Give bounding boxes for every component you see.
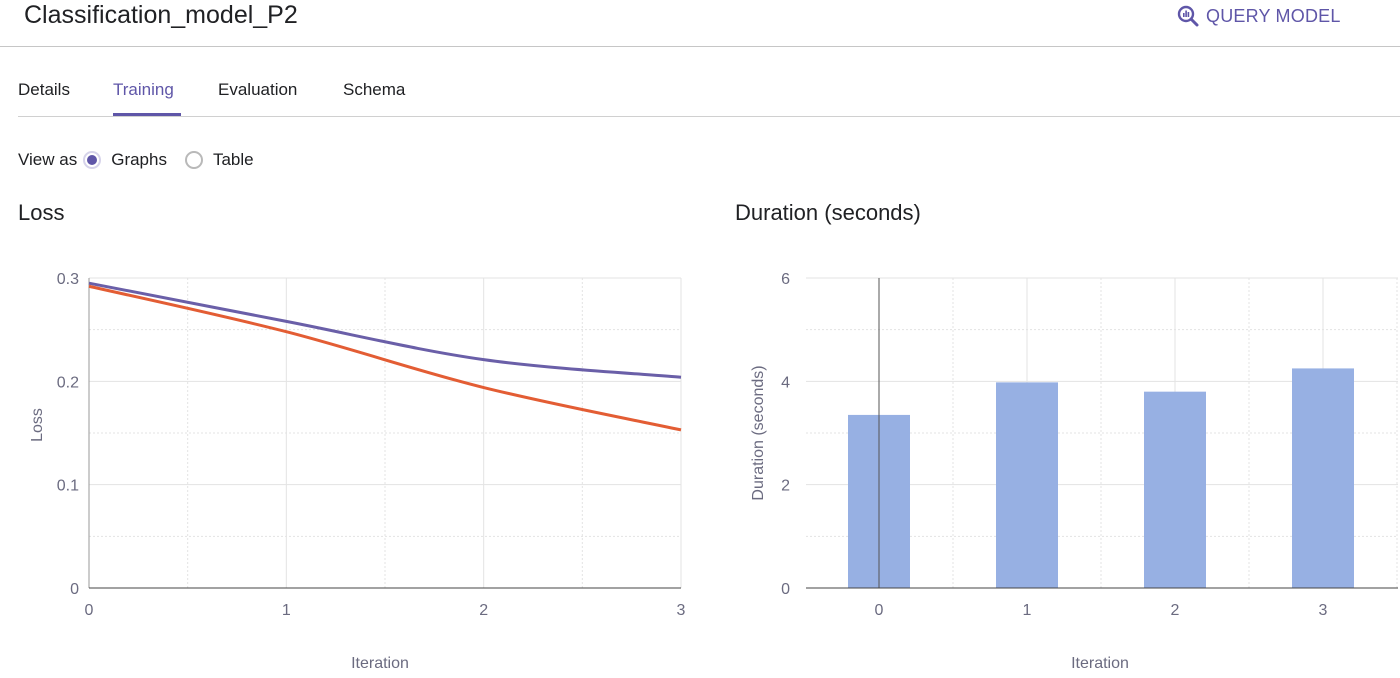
graphs-label: Graphs (111, 150, 167, 169)
loss-y-tick-label: 0.3 (57, 271, 79, 288)
duration-x-tick-label: 0 (875, 602, 884, 619)
query-model-label: QUERY MODEL (1206, 5, 1341, 26)
page-header: Classification_model_P2 QUERY MODEL (0, 0, 1400, 47)
loss-y-tick-label: 0.2 (57, 374, 79, 391)
tab-schema[interactable]: Schema (343, 80, 406, 99)
loss-y-tick-label: 0.1 (57, 478, 79, 495)
duration-chart-title: Duration (seconds) (735, 200, 921, 225)
duration-bar (996, 382, 1058, 588)
view-as-label: View as (18, 150, 78, 169)
duration-y-tick-label: 6 (781, 271, 790, 288)
view-option-graphs[interactable]: Graphs (83, 150, 167, 170)
loss-x-tick-label: 0 (85, 602, 94, 619)
loss-y-axis-label: Loss (29, 408, 46, 442)
duration-chart: 0 2 4 6 0 1 2 3 Iteration Duration (seconds) (750, 271, 1398, 672)
view-as-group: View as Graphs Table (18, 147, 254, 173)
loss-x-tick-label: 1 (282, 602, 291, 619)
duration-bar (1144, 391, 1206, 588)
tab-bar: Details Training Evaluation Schema (18, 66, 1400, 117)
tab-evaluation[interactable]: Evaluation (218, 80, 298, 99)
loss-y-tick-label: 0 (70, 581, 79, 598)
duration-y-axis-label: Duration (seconds) (750, 365, 767, 500)
duration-x-tick-label: 3 (1319, 602, 1328, 619)
query-model-button[interactable]: QUERY MODEL (1176, 2, 1341, 30)
duration-y-tick-label: 0 (781, 581, 790, 598)
loss-series-line-2 (88, 284, 682, 432)
duration-y-tick-label: 4 (781, 374, 790, 391)
active-tab-indicator (113, 113, 181, 116)
tab-training[interactable]: Training (113, 80, 174, 99)
tab-details[interactable]: Details (18, 80, 70, 99)
duration-x-tick-label: 1 (1023, 602, 1032, 619)
model-title: Classification_model_P2 (24, 1, 298, 29)
loss-series-line-1 (88, 281, 682, 379)
table-radio[interactable] (184, 151, 203, 169)
graphs-radio[interactable] (83, 151, 102, 169)
table-label: Table (212, 150, 254, 169)
duration-bar (1292, 368, 1354, 588)
loss-chart: 0 0.1 0.2 0.3 0 1 2 3 Iteration Loss (29, 271, 686, 672)
query-search-icon (1176, 4, 1200, 28)
view-option-table[interactable]: Table (184, 150, 254, 170)
loss-x-tick-label: 2 (479, 602, 488, 619)
duration-x-tick-label: 2 (1171, 602, 1180, 619)
loss-x-axis-label: Iteration (351, 655, 409, 672)
duration-x-axis-label: Iteration (1071, 655, 1129, 672)
loss-chart-title: Loss (18, 200, 65, 225)
duration-y-tick-label: 2 (781, 478, 790, 495)
loss-x-tick-label: 3 (677, 602, 686, 619)
